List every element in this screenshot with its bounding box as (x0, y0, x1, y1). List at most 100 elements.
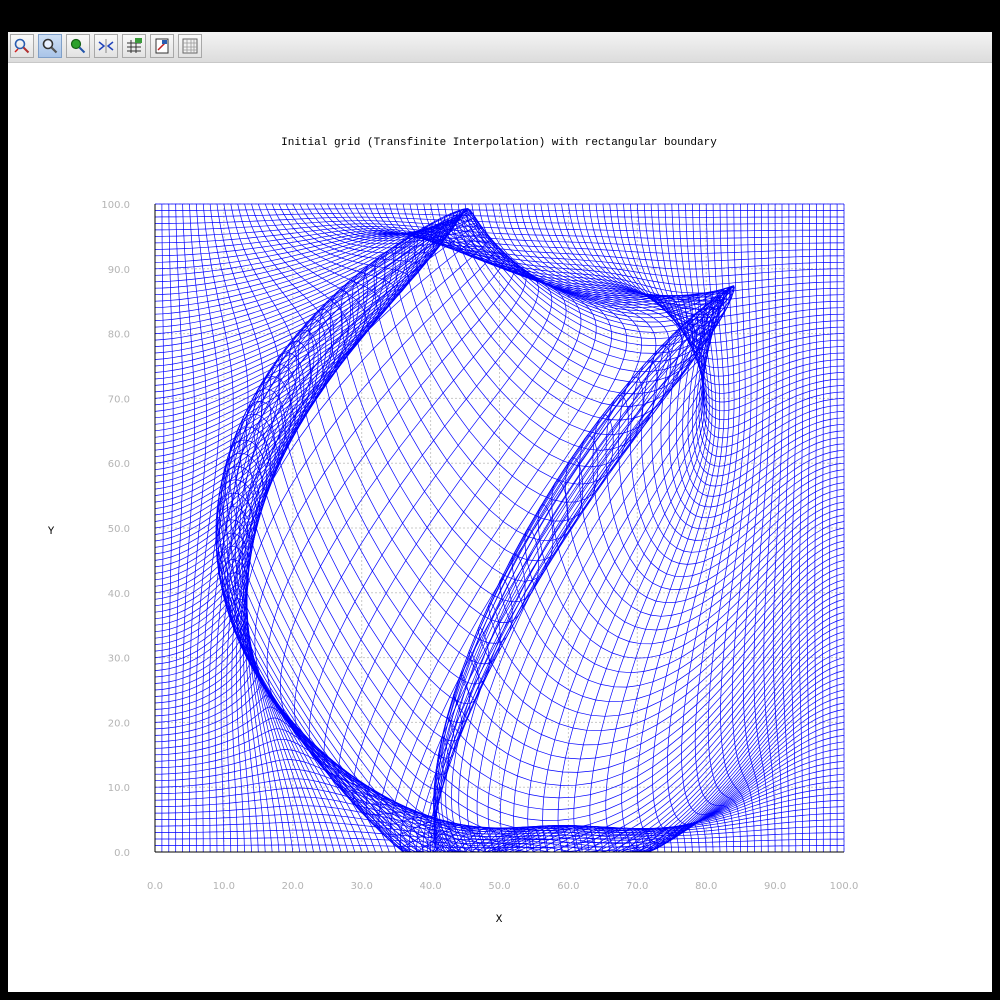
mesh (154, 203, 845, 853)
mesh-line-j (154, 759, 845, 830)
mesh-line-j (155, 220, 844, 232)
mesh-line-j (154, 232, 845, 318)
chart-title: Initial grid (Transfinite Interpolation)… (281, 137, 717, 149)
zoom-in-icon (14, 38, 30, 54)
mesh-line-j (154, 212, 845, 519)
mesh-line-j (154, 232, 845, 310)
mesh-line-j (154, 672, 845, 852)
mesh-line-j (154, 230, 845, 262)
mesh-line-j (154, 217, 845, 394)
grid-toggle-button[interactable] (122, 34, 146, 58)
fit-icon (98, 39, 114, 53)
export-icon (155, 38, 169, 54)
mesh-line-j (154, 728, 845, 836)
mesh-line-j (154, 212, 844, 218)
mesh-line-j (154, 228, 844, 254)
y-axis-label: Y (48, 526, 55, 538)
table-button[interactable] (178, 34, 202, 58)
mesh-line-j (154, 216, 845, 530)
x-axis-label: X (496, 914, 503, 926)
x-tick-labels: 0.0 10.0 20.0 30.0 40.0 50.0 60.0 70.0 80.0 90.0 1… (147, 881, 858, 892)
mesh-line-j (154, 211, 845, 508)
zoom-select-button[interactable] (38, 34, 62, 58)
zoom-in-button[interactable] (10, 34, 34, 58)
x-tick-label: 80.0 (695, 881, 717, 892)
mesh-line-j (154, 231, 845, 327)
mesh-line-j (154, 223, 844, 239)
mesh-line-j (154, 233, 844, 294)
x-tick-label: 10.0 (213, 881, 235, 892)
fit-button[interactable] (94, 34, 118, 58)
mesh-line-j (154, 226, 844, 247)
mesh-line-j (154, 219, 845, 386)
mesh-line-j (154, 308, 845, 717)
mesh-line-j (154, 231, 844, 270)
x-tick-label: 70.0 (626, 881, 648, 892)
y-tick-label: 50.0 (108, 524, 130, 535)
y-tick-labels: 0.0 10.0 20.0 30.0 40.0 50.0 60.0 70.0 80.0 90.0 1… (101, 200, 130, 859)
mesh-line-j (154, 660, 845, 853)
plot-window: Initial grid (Transfinite Interpolation)… (8, 32, 992, 992)
mesh-line-j (155, 216, 844, 225)
mesh-line-j (154, 363, 845, 786)
mesh-line-j (154, 388, 845, 810)
mesh-line-j (154, 695, 845, 844)
mesh-line-j (154, 223, 845, 369)
zoom-select-icon (42, 38, 58, 54)
mesh-line-j (154, 829, 844, 841)
mesh-line-j (154, 228, 845, 343)
mesh-line-j (154, 298, 845, 703)
mesh-line-j (154, 209, 845, 497)
mesh-line-j (154, 215, 845, 403)
y-tick-label: 20.0 (108, 718, 130, 729)
mesh-line-j (154, 233, 844, 286)
mesh-line-j (154, 209, 845, 487)
grid-lines (155, 203, 845, 852)
x-tick-label: 50.0 (488, 881, 510, 892)
mesh-line-j (154, 648, 845, 853)
mesh-line-j (154, 225, 845, 360)
mesh-line-j (154, 221, 845, 377)
y-tick-label: 10.0 (108, 783, 130, 794)
x-tick-label: 60.0 (557, 881, 579, 892)
mesh-line-j (154, 219, 845, 541)
mesh-line-j (154, 212, 845, 421)
mesh-line-j (155, 821, 845, 838)
mesh-line-j (154, 229, 845, 335)
toolbar (8, 32, 992, 63)
y-tick-label: 0.0 (114, 848, 130, 859)
x-tick-label: 40.0 (419, 881, 441, 892)
x-tick-label: 30.0 (351, 881, 373, 892)
mesh-line-j (154, 413, 845, 832)
chart[interactable]: Initial grid (Transfinite Interpolation)… (8, 32, 992, 992)
pan-button[interactable] (66, 34, 90, 58)
mesh-line-j (154, 222, 845, 553)
mesh-line-j (154, 280, 845, 674)
mesh-line-j (154, 749, 845, 832)
table-icon (182, 38, 198, 54)
y-tick-label: 90.0 (108, 265, 130, 276)
y-tick-label: 70.0 (108, 394, 130, 405)
y-tick-label: 30.0 (108, 654, 130, 665)
mesh-line-j (154, 683, 845, 848)
mesh-line-j (154, 233, 845, 302)
y-tick-label: 40.0 (108, 589, 130, 600)
mesh-line-j (154, 717, 845, 838)
mesh-line-j (154, 226, 845, 352)
mesh-line-j (154, 232, 844, 278)
grid-toggle-icon (127, 38, 142, 53)
mesh-line-j (154, 738, 845, 833)
mesh-line-j (155, 208, 844, 211)
x-tick-label: 90.0 (764, 881, 786, 892)
x-tick-label: 100.0 (830, 881, 859, 892)
pan-icon (70, 38, 86, 54)
mesh-line-j (154, 210, 845, 430)
x-tick-label: 20.0 (282, 881, 304, 892)
mesh-line-j (155, 844, 844, 848)
mesh-line-j (154, 208, 845, 467)
mesh-line-j (154, 208, 845, 448)
mesh-line-j (154, 706, 845, 841)
export-button[interactable] (150, 34, 174, 58)
y-tick-label: 100.0 (101, 200, 130, 211)
x-tick-label: 0.0 (147, 881, 163, 892)
